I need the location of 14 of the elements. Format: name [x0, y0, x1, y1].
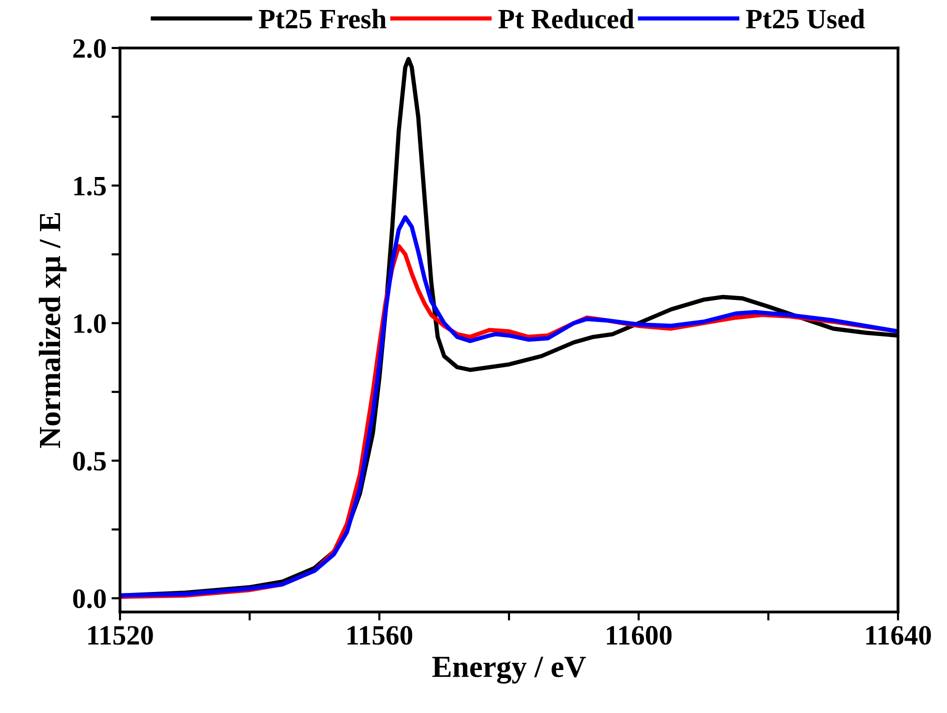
x-tick-label: 11560	[348, 626, 412, 645]
legend-label: Pt25 Used	[746, 8, 865, 28]
x-tick-label: 11520	[88, 626, 153, 645]
legend-label: Pt Reduced	[498, 8, 634, 29]
y-axis-title: Normalized xμ / E	[38, 213, 67, 448]
y-tick-label: 2.0	[73, 39, 106, 58]
x-tick-label: 11640	[866, 626, 931, 645]
legend-label: Pt25 Fresh	[258, 8, 386, 28]
y-tick-label: 0.5	[73, 452, 106, 471]
y-tick-label: 0.0	[73, 589, 106, 608]
y-tick-label: 1.0	[74, 314, 106, 334]
x-tick-label: 11600	[606, 626, 672, 645]
x-axis-title: Energy / eV	[432, 656, 586, 684]
y-tick-label: 1.5	[74, 176, 106, 196]
